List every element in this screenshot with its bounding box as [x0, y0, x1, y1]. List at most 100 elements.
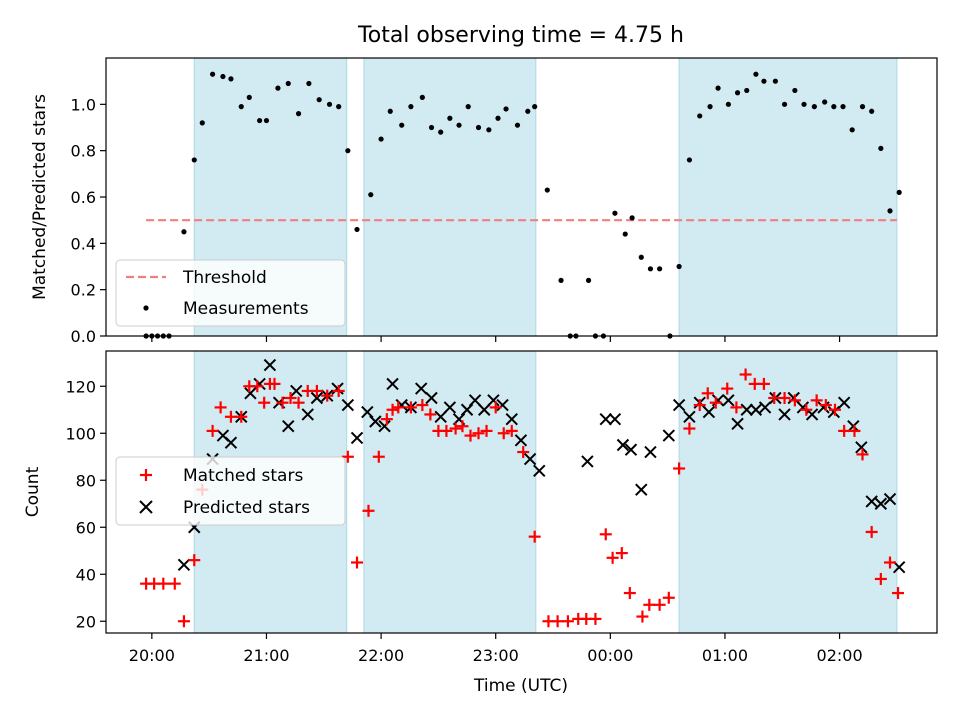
measurement-point — [831, 104, 837, 110]
matched-star-point — [693, 399, 706, 412]
matched-star-point — [884, 556, 897, 569]
x-tick-label: 01:00 — [702, 646, 748, 665]
measurement-point — [503, 106, 509, 112]
predicted-star-point — [341, 398, 355, 412]
y-tick-label: 120 — [65, 377, 96, 396]
measurement-point — [781, 101, 788, 107]
measurement-point — [859, 104, 866, 110]
measurement-point — [378, 136, 384, 142]
predicted-star-point — [683, 410, 696, 424]
predicted-star-point — [310, 391, 324, 405]
matched-star-point — [489, 401, 502, 414]
matched-star-point — [739, 368, 752, 381]
measurement-point — [336, 104, 342, 110]
predicted-star-point — [414, 382, 428, 395]
measurement-point — [725, 101, 731, 107]
measurement-point — [822, 99, 828, 105]
matched-star-point — [800, 403, 813, 416]
figure-title: Total observing time = 4.75 h — [357, 23, 684, 48]
predicted-star-point — [253, 377, 266, 391]
measurement-point — [801, 101, 807, 107]
matched-star-point — [392, 401, 405, 414]
measurement-point — [345, 148, 351, 154]
predicted-star-point — [468, 394, 482, 407]
matched-star-point — [380, 413, 393, 426]
predicted-star-point — [599, 412, 612, 426]
x-tick-label: 21:00 — [243, 646, 289, 665]
count-y-ticks: 20 40 60 80 100 120 — [65, 377, 106, 631]
measurement-point — [354, 226, 360, 233]
predicted-star-point — [635, 483, 648, 496]
predicted-star-point — [581, 455, 594, 468]
measurement-point — [256, 117, 263, 124]
predicted-star-point — [487, 394, 500, 407]
matched-star-point — [643, 598, 656, 611]
matched-star-point — [730, 401, 743, 414]
measurement-point — [811, 104, 817, 110]
measurement-point — [707, 104, 713, 110]
matched-star-point — [528, 530, 541, 543]
measurement-point — [686, 157, 693, 163]
measurement-point — [191, 157, 197, 163]
predicted-star-point — [425, 391, 438, 405]
y-tick-label: 0.6 — [71, 188, 96, 207]
matched-star-point — [284, 392, 297, 404]
matched-star-point — [276, 396, 289, 409]
predicted-star-point — [224, 436, 238, 449]
measurement-point — [209, 71, 216, 77]
measurement-point — [428, 124, 435, 131]
measurement-point — [525, 108, 531, 114]
legend-measurements-label: Measurements — [183, 299, 309, 319]
count-y-axis-label: Count — [23, 466, 43, 517]
matched-star-point — [623, 587, 636, 600]
matched-star-point — [292, 396, 305, 409]
measurement-point — [228, 76, 234, 82]
matched-star-point — [892, 587, 905, 600]
predicted-star-point — [837, 396, 851, 409]
measurement-point — [263, 117, 270, 124]
measurement-point — [629, 215, 635, 221]
predicted-star-point — [817, 401, 830, 414]
matched-star-point — [206, 424, 219, 437]
x-tick-label: 00:00 — [587, 646, 633, 665]
matched-star-point — [810, 394, 823, 407]
matched-star-point — [472, 427, 485, 440]
measurement-point — [544, 187, 550, 193]
matched-star-point — [865, 525, 878, 538]
predicted-star-point — [662, 429, 675, 442]
matched-star-point — [224, 410, 237, 423]
matched-star-point — [505, 424, 518, 437]
predicted-star-point — [672, 398, 686, 412]
predicted-star-point — [533, 464, 546, 478]
x-tick-label: 23:00 — [473, 646, 519, 665]
predicted-star-point — [874, 497, 888, 510]
measurement-point — [896, 189, 902, 195]
legend-threshold-label: Threshold — [182, 268, 267, 288]
matched-star-point — [874, 572, 887, 585]
measurement-point — [456, 122, 462, 128]
matched-star-point — [440, 424, 453, 437]
predicted-star-point — [711, 394, 725, 407]
matched-star-point — [856, 448, 869, 461]
predicted-star-point — [443, 401, 457, 414]
matched-star-point — [456, 420, 469, 433]
matched-star-point — [721, 382, 734, 395]
predicted-star-point — [749, 403, 763, 416]
observing-window — [678, 57, 898, 337]
matched-star-point — [778, 392, 791, 404]
y-tick-label: 80 — [76, 471, 96, 490]
measurement-point — [438, 129, 444, 135]
count-panel-frame — [105, 350, 938, 634]
legend-predicted-swatch — [139, 500, 153, 514]
matched-star-point — [701, 387, 714, 400]
measurement-point — [772, 78, 778, 84]
matched-star-point — [341, 450, 354, 463]
measurement-point — [753, 71, 759, 77]
matched-star-point — [589, 612, 602, 625]
measurement-point — [792, 87, 798, 94]
predicted-star-point — [301, 408, 314, 421]
matched-star-point — [168, 577, 181, 590]
matched-star-point — [310, 384, 323, 397]
predicted-star-point — [263, 358, 277, 372]
